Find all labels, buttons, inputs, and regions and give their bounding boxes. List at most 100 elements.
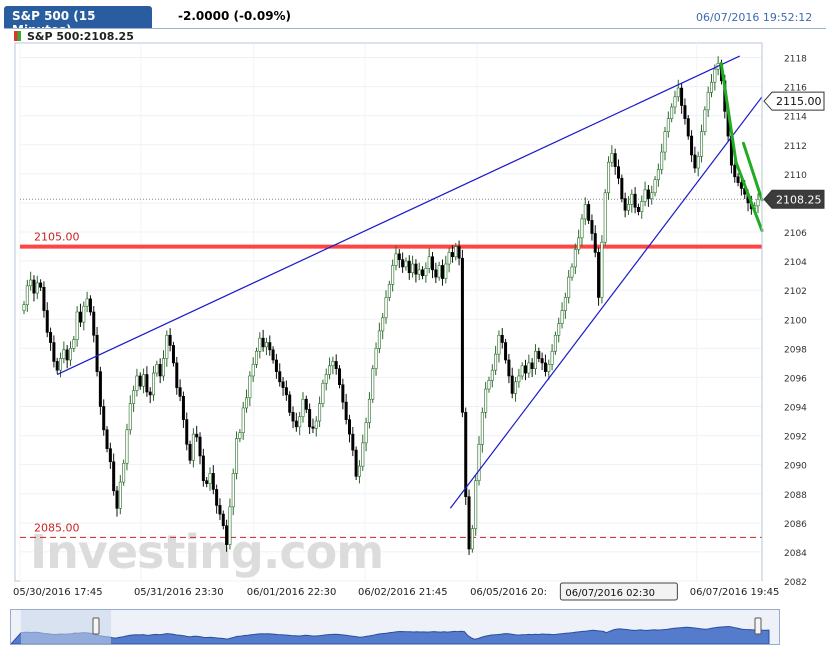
navigator[interactable] [9, 609, 780, 645]
y-tick-label: 2110 [784, 171, 807, 181]
candle-body [563, 297, 567, 311]
candle-body [261, 337, 265, 348]
candle-body [155, 364, 159, 374]
header-divider [4, 28, 826, 29]
candle-body [474, 480, 478, 529]
instrument-title-tab[interactable]: S&P 500 (15 Minutes) [4, 6, 152, 37]
candle-body [424, 268, 428, 276]
navigator-right-handle[interactable] [754, 617, 762, 635]
candle-body [434, 269, 438, 278]
candle-body [198, 436, 202, 457]
x-tick-label: 05/31/2016 23:30 [134, 587, 224, 598]
candle-body [238, 432, 242, 439]
y-tick-label: 2118 [784, 55, 807, 65]
candle-body [603, 192, 607, 243]
y-tick-label: 2094 [784, 404, 807, 414]
candle-body [364, 422, 368, 444]
y-tick-label: 2084 [784, 549, 807, 559]
candle-body [311, 426, 315, 429]
candle-body [407, 260, 411, 274]
candle-body [135, 375, 139, 391]
crosshair-x-label: 06/07/2016 02:30 [565, 588, 655, 599]
channel-line[interactable] [734, 160, 764, 233]
candle-body [560, 310, 564, 324]
candle-body [191, 433, 195, 461]
y-tick-label: 2116 [784, 84, 807, 94]
candle-body [381, 317, 385, 332]
candle-body [444, 263, 448, 279]
candle-body [92, 311, 96, 336]
candle-body [533, 350, 537, 370]
candle-body [673, 96, 677, 108]
price-levels: 2105.00 2085.00 [20, 198, 762, 538]
plot-area[interactable] [14, 42, 763, 582]
candle-body [225, 525, 229, 545]
candle-body [314, 420, 318, 429]
candle-body [288, 394, 292, 413]
marker-price-badge-bg [763, 91, 825, 111]
marker-price-badge: 2115.00 [776, 95, 822, 108]
candle-body [138, 375, 142, 387]
candle-body [683, 105, 687, 119]
instrument-title: S&P 500 (15 Minutes) [12, 9, 96, 37]
candle-body [338, 368, 342, 386]
candle-body [264, 342, 268, 348]
candle-body [524, 365, 528, 374]
x-tick-label: 06/01/2016 22:30 [247, 587, 337, 598]
candle-body [640, 201, 644, 212]
candle-body [95, 334, 99, 372]
trendline-upper-resistance[interactable] [56, 55, 740, 376]
candle-body [440, 265, 444, 279]
trendline-lower-support[interactable] [449, 96, 763, 509]
candle-body [457, 246, 461, 259]
y-tick-label: 2082 [784, 578, 807, 588]
candle-body [600, 241, 604, 298]
candle-body [517, 375, 521, 383]
candle-body [211, 473, 215, 490]
candle-body [152, 372, 156, 396]
candle-body [188, 444, 192, 461]
candle-body [527, 362, 531, 374]
candle-body [543, 362, 547, 372]
candle-body [613, 153, 617, 167]
candle-body [142, 374, 146, 387]
level-label: 2085.00 [34, 521, 80, 534]
x-tick-label: 06/05/2016 20: [470, 587, 547, 598]
price-badges: 2115.00 2108.25 [763, 91, 825, 209]
candle-body [700, 131, 704, 157]
channel-line[interactable] [741, 141, 764, 202]
candle-body [268, 342, 272, 351]
navigator-left-handle[interactable] [92, 617, 100, 635]
candle-body [510, 375, 514, 394]
candle-body [205, 480, 209, 484]
y-tick-label: 2100 [784, 316, 807, 326]
candle-body [387, 284, 391, 298]
candle-legend-icon [14, 31, 21, 41]
channel-line[interactable] [719, 61, 738, 164]
candle-body [321, 382, 325, 404]
candle-body [756, 199, 760, 207]
candle-body [454, 246, 458, 258]
candle-body [328, 365, 332, 375]
candle-body [68, 348, 72, 361]
candle-body [450, 252, 454, 258]
navigator-chart[interactable] [9, 610, 779, 645]
candle-body [185, 419, 189, 445]
candle-body [75, 311, 79, 340]
candle-body [676, 87, 680, 98]
candle-body [215, 489, 219, 506]
candle-body [228, 506, 232, 545]
candle-body [168, 334, 172, 346]
trendlines[interactable] [56, 55, 764, 509]
candle-body [580, 218, 584, 239]
candle-body [274, 359, 278, 372]
candle-body [587, 204, 591, 221]
candle-body [125, 429, 129, 464]
y-tick-label: 2092 [784, 433, 807, 443]
candle-body [52, 342, 56, 362]
navigator-area [9, 625, 770, 645]
candle-body [105, 429, 109, 449]
y-tick-label: 2114 [784, 113, 807, 123]
candle-body [710, 81, 714, 93]
